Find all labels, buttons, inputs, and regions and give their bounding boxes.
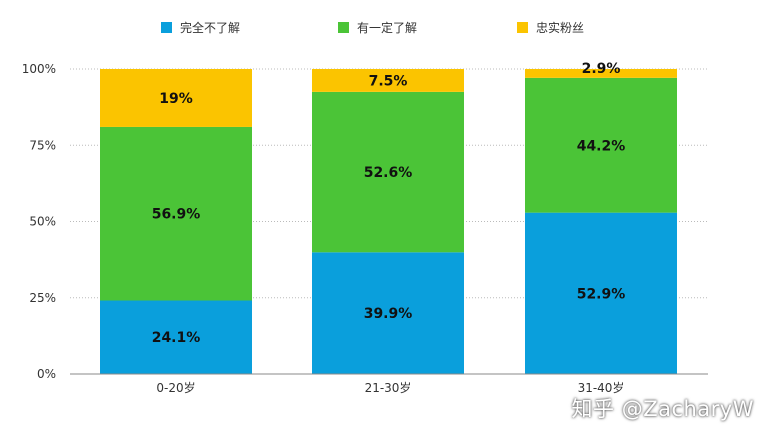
y-axis: 0% 25% 50% 75% 100% [22, 62, 56, 381]
data-label: 52.6% [364, 165, 413, 181]
legend-item: 忠实粉丝 [517, 20, 584, 35]
bar-segment [312, 252, 464, 374]
legend-label: 忠实粉丝 [536, 20, 584, 35]
legend-swatch [161, 22, 172, 33]
x-tick-label: 0-20岁 [156, 380, 195, 395]
y-tick-label: 100% [22, 62, 56, 76]
legend-item: 有一定了解 [338, 20, 417, 35]
bar-segment [525, 77, 677, 213]
bar-segment [100, 126, 252, 301]
legend-label: 完全不了解 [180, 20, 240, 35]
bars: 24.1% 56.9% 19% 39.9% 52.6% 7.5% 52.9% 44.2% 2.9… [100, 61, 677, 374]
x-tick-label: 31-40岁 [578, 380, 625, 395]
data-label: 2.9% [582, 61, 621, 77]
y-tick-label: 25% [29, 291, 56, 305]
bar-segment [525, 212, 677, 374]
y-tick-label: 50% [29, 215, 56, 229]
bar-segment [100, 300, 252, 374]
y-tick-label: 75% [29, 138, 56, 152]
y-tick-label: 0% [37, 367, 56, 381]
bar-segment [312, 91, 464, 253]
x-tick-label: 21-30岁 [365, 380, 412, 395]
x-axis: 0-20岁 21-30岁 31-40岁 [70, 373, 708, 395]
data-label: 52.9% [577, 286, 626, 302]
data-label: 7.5% [369, 73, 408, 89]
data-label: 44.2% [577, 138, 626, 154]
legend-swatch [338, 22, 349, 33]
data-label: 24.1% [152, 330, 201, 346]
data-label: 39.9% [364, 306, 413, 322]
legend-item: 完全不了解 [161, 20, 240, 35]
bar-segment [525, 69, 677, 78]
legend-swatch [517, 22, 528, 33]
watermark: 知乎 @ZacharyW [571, 397, 754, 421]
data-label: 56.9% [152, 207, 201, 223]
legend-label: 有一定了解 [357, 20, 417, 35]
legend: 完全不了解 有一定了解 忠实粉丝 [161, 20, 584, 35]
bar-segment [100, 69, 252, 127]
bar-segment [312, 69, 464, 92]
data-label: 19% [159, 91, 193, 107]
